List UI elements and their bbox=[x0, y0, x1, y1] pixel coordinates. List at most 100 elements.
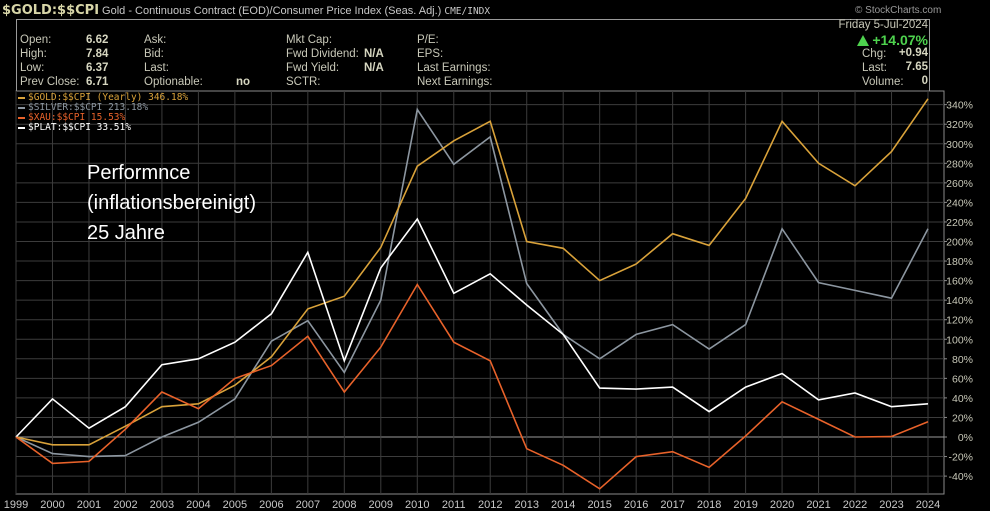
y-tick-label: -40% bbox=[948, 471, 973, 483]
x-tick-label: 2008 bbox=[332, 499, 356, 511]
last-label-mid: Last: bbox=[144, 62, 169, 74]
y-tick-label: 120% bbox=[946, 315, 973, 327]
eps-label: EPS: bbox=[417, 48, 444, 60]
y-tick-label: 220% bbox=[946, 217, 973, 229]
low-label: Low: bbox=[20, 62, 45, 74]
copyright-label: © StockCharts.com bbox=[855, 5, 942, 16]
y-tick-label: 300% bbox=[946, 139, 973, 151]
legend-swatch bbox=[18, 127, 25, 129]
prev-close-label: Prev Close: bbox=[20, 76, 80, 88]
optionable-value: no bbox=[236, 75, 250, 89]
ask-label: Ask: bbox=[144, 34, 167, 46]
low-number: 6.37 bbox=[86, 62, 109, 74]
x-tick-label: 2011 bbox=[442, 499, 466, 511]
y-tick-label: 80% bbox=[952, 354, 973, 366]
y-tick-label: 100% bbox=[946, 334, 973, 346]
x-tick-label: 2005 bbox=[223, 499, 247, 511]
high-number: 7.84 bbox=[86, 48, 109, 60]
x-tick-label: 2017 bbox=[660, 499, 684, 511]
series-line-3 bbox=[15, 217, 929, 438]
series-line-2 bbox=[15, 282, 929, 490]
next-earnings-label: Next Earnings: bbox=[417, 76, 493, 88]
mkt-cap-label: Mkt Cap: bbox=[286, 34, 333, 46]
open-label: Open: bbox=[20, 34, 52, 46]
legend-item-plat: $PLAT:$$CPI 33.51% bbox=[18, 123, 188, 133]
legend-swatch bbox=[18, 107, 25, 109]
volume-value: 0 bbox=[922, 75, 928, 87]
optionable-label: Optionable: bbox=[144, 76, 203, 88]
open-value: 6.62 bbox=[86, 33, 108, 47]
series-line-1 bbox=[15, 107, 929, 458]
pct-change-value: +14.07% bbox=[872, 32, 928, 48]
legend-label: $XAU:$$CPI 15.53% bbox=[28, 112, 126, 123]
y-tick-label: 280% bbox=[946, 158, 973, 170]
series-line-0 bbox=[15, 98, 929, 446]
y-tick-label: 20% bbox=[952, 412, 973, 424]
y-tick-label: 200% bbox=[946, 237, 973, 249]
symbol-title: $GOLD:$$CPI bbox=[2, 3, 100, 18]
x-tick-label: 2015 bbox=[587, 499, 611, 511]
pe-label: P/E: bbox=[417, 34, 439, 46]
x-tick-label: 2004 bbox=[186, 499, 210, 511]
x-tick-label: 2023 bbox=[879, 499, 903, 511]
x-tick-label: 2018 bbox=[697, 499, 721, 511]
y-tick-label: 180% bbox=[946, 256, 973, 268]
legend-label: $PLAT:$$CPI 33.51% bbox=[28, 122, 131, 133]
low-value: 6.37 bbox=[86, 61, 108, 75]
x-tick-label: 2006 bbox=[259, 499, 283, 511]
chg-value: +0.94 bbox=[899, 47, 928, 59]
legend-item-gold: $GOLD:$$CPI (Yearly) 346.18% bbox=[18, 93, 188, 103]
prev-close-number: 6.71 bbox=[86, 76, 109, 88]
y-tick-label: 60% bbox=[952, 373, 973, 385]
open-number: 6.62 bbox=[86, 34, 109, 46]
x-tick-label: 2013 bbox=[514, 499, 538, 511]
annotation-line-3: 25 Jahre bbox=[87, 222, 165, 244]
x-tick-label: 2012 bbox=[478, 499, 502, 511]
legend-label: $SILVER:$$CPI 213.18% bbox=[28, 102, 149, 113]
x-tick-label: 2021 bbox=[806, 499, 830, 511]
fwd-dividend-value: N/A bbox=[364, 47, 384, 61]
fwd-yield-label: Fwd Yield: bbox=[286, 62, 340, 74]
x-tick-label: 1999 bbox=[4, 499, 28, 511]
plot-frame bbox=[15, 90, 945, 495]
last-number: 7.65 bbox=[905, 61, 928, 73]
last-earnings-label: Last Earnings: bbox=[417, 62, 491, 74]
x-tick-label: 2002 bbox=[113, 499, 137, 511]
sctr-label: SCTR: bbox=[286, 76, 321, 88]
annotation-line-1: Performnce bbox=[87, 162, 191, 184]
x-tick-label: 2010 bbox=[405, 499, 429, 511]
fwd-yield-value: N/A bbox=[364, 61, 384, 75]
x-tick-label: 2014 bbox=[551, 499, 575, 511]
legend-label: $GOLD:$$CPI (Yearly) 346.18% bbox=[28, 92, 189, 103]
x-tick-label: 2000 bbox=[40, 499, 64, 511]
high-label: High: bbox=[20, 48, 47, 60]
optionable-text: no bbox=[236, 76, 251, 88]
chg-number: +0.94 bbox=[898, 47, 928, 59]
grid bbox=[15, 90, 945, 495]
x-axis: 1999 2000 2001 2002 2003 2004 2005 2006 2007 2008… bbox=[4, 499, 940, 511]
quote-date: Friday 5-Jul-2024 bbox=[838, 19, 928, 31]
x-tick-label: 2009 bbox=[369, 499, 393, 511]
fwd-yield-text: N/A bbox=[364, 62, 384, 74]
y-tick-label: 260% bbox=[946, 178, 973, 190]
x-tick-label: 2007 bbox=[296, 499, 320, 511]
x-tick-label: 2001 bbox=[77, 499, 101, 511]
quote-panel bbox=[16, 19, 930, 91]
exchange-label: CME/INDX bbox=[444, 6, 491, 17]
pct-change-badge: +14.07% bbox=[857, 32, 928, 48]
y-tick-label: 340% bbox=[946, 100, 973, 112]
bid-label: Bid: bbox=[144, 48, 164, 60]
chg-label: Chg: bbox=[862, 48, 887, 60]
x-tick-label: 2024 bbox=[916, 499, 940, 511]
x-tick-label: 2003 bbox=[150, 499, 174, 511]
y-axis: -40% -20% 0% 20% 40% 60% 80% 100% 120% 140% 160% 18… bbox=[944, 100, 973, 483]
up-triangle-icon bbox=[857, 35, 870, 46]
volume-label: Volume: bbox=[862, 76, 904, 88]
high-value: 7.84 bbox=[86, 47, 108, 61]
fwd-dividend-text: N/A bbox=[364, 48, 384, 60]
symbol-description: Gold - Continuous Contract (EOD)/Consume… bbox=[102, 5, 442, 17]
annotation-line-2: (inflationsbereinigt) bbox=[87, 192, 256, 214]
legend-item-xau: $XAU:$$CPI 15.53% bbox=[18, 113, 188, 123]
x-tick-label: 2020 bbox=[770, 499, 794, 511]
